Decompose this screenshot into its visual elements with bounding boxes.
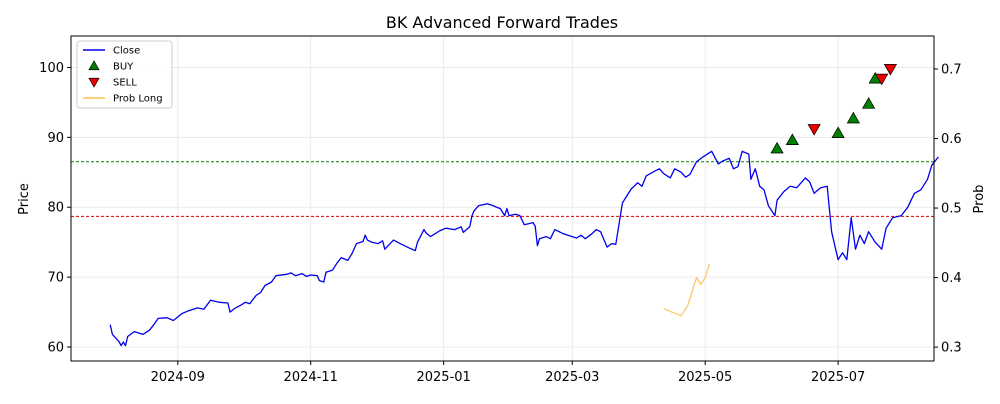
- x-tick-label: 2025-05: [678, 370, 732, 385]
- y-axis-left-label: Price: [17, 183, 32, 215]
- y-tick-label-right: 0.4: [941, 271, 962, 286]
- legend-label: Prob Long: [113, 94, 163, 105]
- x-tick-label: 2025-03: [545, 370, 599, 385]
- series-layer: [109, 150, 939, 347]
- legend-label: Close: [113, 46, 140, 57]
- sell-marker: [807, 124, 821, 136]
- x-tick-label: 2025-07: [811, 370, 865, 385]
- legend-swatch: [88, 60, 100, 71]
- legend: Close BUY SELL Prob Long: [76, 40, 173, 109]
- y-tick-label-left: 80: [47, 201, 64, 216]
- y-tick-label-right: 0.7: [941, 63, 962, 78]
- series-line-prob-long: [663, 263, 711, 317]
- legend-box: [76, 40, 173, 109]
- y-tick-label-right: 0.5: [941, 202, 962, 217]
- x-tick-label: 2025-01: [416, 370, 470, 385]
- legend-label: SELL: [113, 78, 137, 89]
- chart-title: BK Advanced Forward Trades: [386, 13, 618, 32]
- sell-marker: [875, 73, 889, 86]
- x-tick-label: 2024-11: [284, 370, 338, 385]
- y-axis-right: 0.3 0.4 0.5 0.6 0.7: [934, 63, 962, 356]
- buy-marker: [770, 141, 784, 154]
- threshold-lines: [71, 161, 934, 217]
- y-axis-left: 60 70 80 90 100: [39, 61, 71, 356]
- grid: [71, 36, 934, 361]
- legend-label: BUY: [113, 62, 134, 73]
- x-tick-label: 2024-09: [151, 370, 205, 385]
- y-tick-label-right: 0.3: [941, 341, 962, 356]
- buy-marker: [846, 111, 860, 124]
- buy-marker: [862, 97, 876, 109]
- series-line-close: [109, 150, 939, 347]
- y-tick-label-left: 90: [47, 131, 64, 146]
- y-tick-label-left: 70: [47, 271, 64, 286]
- y-tick-label-left: 60: [47, 341, 64, 356]
- y-axis-right-label: Prob: [972, 185, 987, 214]
- legend-swatch: [88, 77, 100, 88]
- y-tick-label-right: 0.6: [941, 132, 962, 147]
- plot-frame: [70, 35, 935, 362]
- y-tick-label-left: 100: [39, 61, 64, 76]
- buy-marker: [785, 133, 799, 145]
- x-axis: 2024-09 2024-11 2025-01 2025-03 2025-05 2025-…: [151, 361, 865, 385]
- buy-marker: [831, 126, 845, 139]
- sell-marker: [883, 63, 898, 76]
- markers-layer: [770, 63, 898, 154]
